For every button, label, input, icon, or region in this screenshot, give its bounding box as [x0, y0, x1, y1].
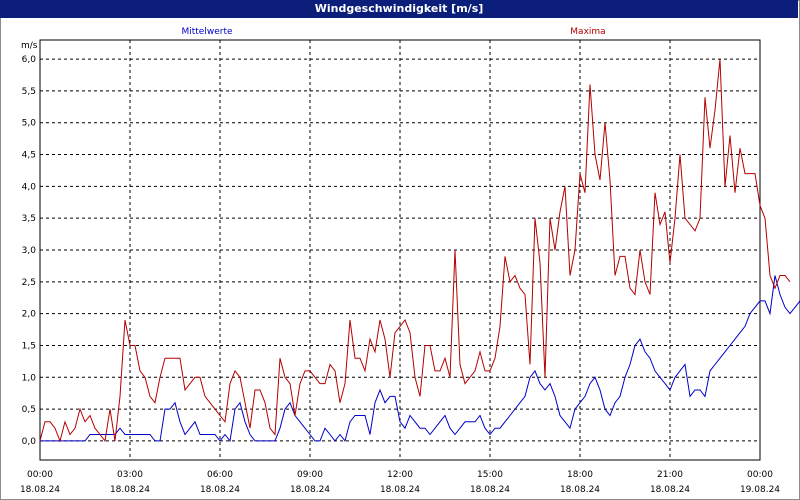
- x-tick-date: 18.08.24: [650, 485, 690, 495]
- plot-frame: [39, 39, 761, 461]
- x-tick-time: 21:00: [657, 470, 683, 480]
- x-tick-date: 18.08.24: [110, 485, 150, 495]
- x-tick-time: 12:00: [387, 470, 413, 480]
- x-tick-time: 09:00: [297, 470, 323, 480]
- legend-mittelwerte: Mittelwerte: [181, 27, 232, 37]
- y-tick-label: 2,0: [22, 310, 37, 320]
- y-tick-label: 1,0: [22, 373, 37, 383]
- y-tick-label: 0,0: [22, 437, 37, 447]
- y-tick-label: 4,5: [22, 151, 36, 161]
- y-tick-label: 2,5: [22, 278, 36, 288]
- y-tick-label: 6,0: [22, 55, 37, 65]
- x-tick-date: 19.08.24: [740, 485, 780, 495]
- labels: m/s Mittelwerte Maxima: [21, 27, 606, 51]
- x-tick-date: 18.08.24: [20, 485, 60, 495]
- y-tick-label: 4,0: [22, 182, 37, 192]
- x-tick-date: 18.08.24: [470, 485, 510, 495]
- series-lines: [39, 59, 800, 443]
- legend-maxima: Maxima: [570, 27, 605, 37]
- x-tick-date: 18.08.24: [380, 485, 420, 495]
- x-tick-date: 18.08.24: [200, 485, 240, 495]
- series-line-mittelwerte: [40, 275, 800, 443]
- x-tick-time: 00:00: [27, 470, 53, 480]
- y-tick-label: 3,0: [22, 246, 37, 256]
- chart-title: Windgeschwindigkeit [m/s]: [0, 0, 798, 18]
- y-tick-label: 5,0: [22, 119, 37, 129]
- x-tick-time: 03:00: [117, 470, 143, 480]
- y-axis-label: m/s: [21, 41, 38, 51]
- x-tick-date: 18.08.24: [290, 485, 330, 495]
- grid: [40, 40, 760, 460]
- x-tick-time: 06:00: [207, 470, 233, 480]
- y-tick-label: 3,5: [22, 214, 36, 224]
- x-tick-time: 00:00: [747, 470, 773, 480]
- x-tick-time: 15:00: [477, 470, 503, 480]
- y-tick-label: 0,5: [22, 405, 36, 415]
- y-tick-label: 5,5: [22, 87, 36, 97]
- y-tick-label: 1,5: [22, 341, 36, 351]
- x-tick-time: 18:00: [567, 470, 593, 480]
- series-line-maxima: [39, 59, 791, 443]
- x-tick-date: 18.08.24: [560, 485, 600, 495]
- axes: 0,0 0,5 1,0 1,5 2,0 2,5 3,0 3,5 4,0 4,5 5,0 5,5 6,0 0…: [20, 39, 780, 495]
